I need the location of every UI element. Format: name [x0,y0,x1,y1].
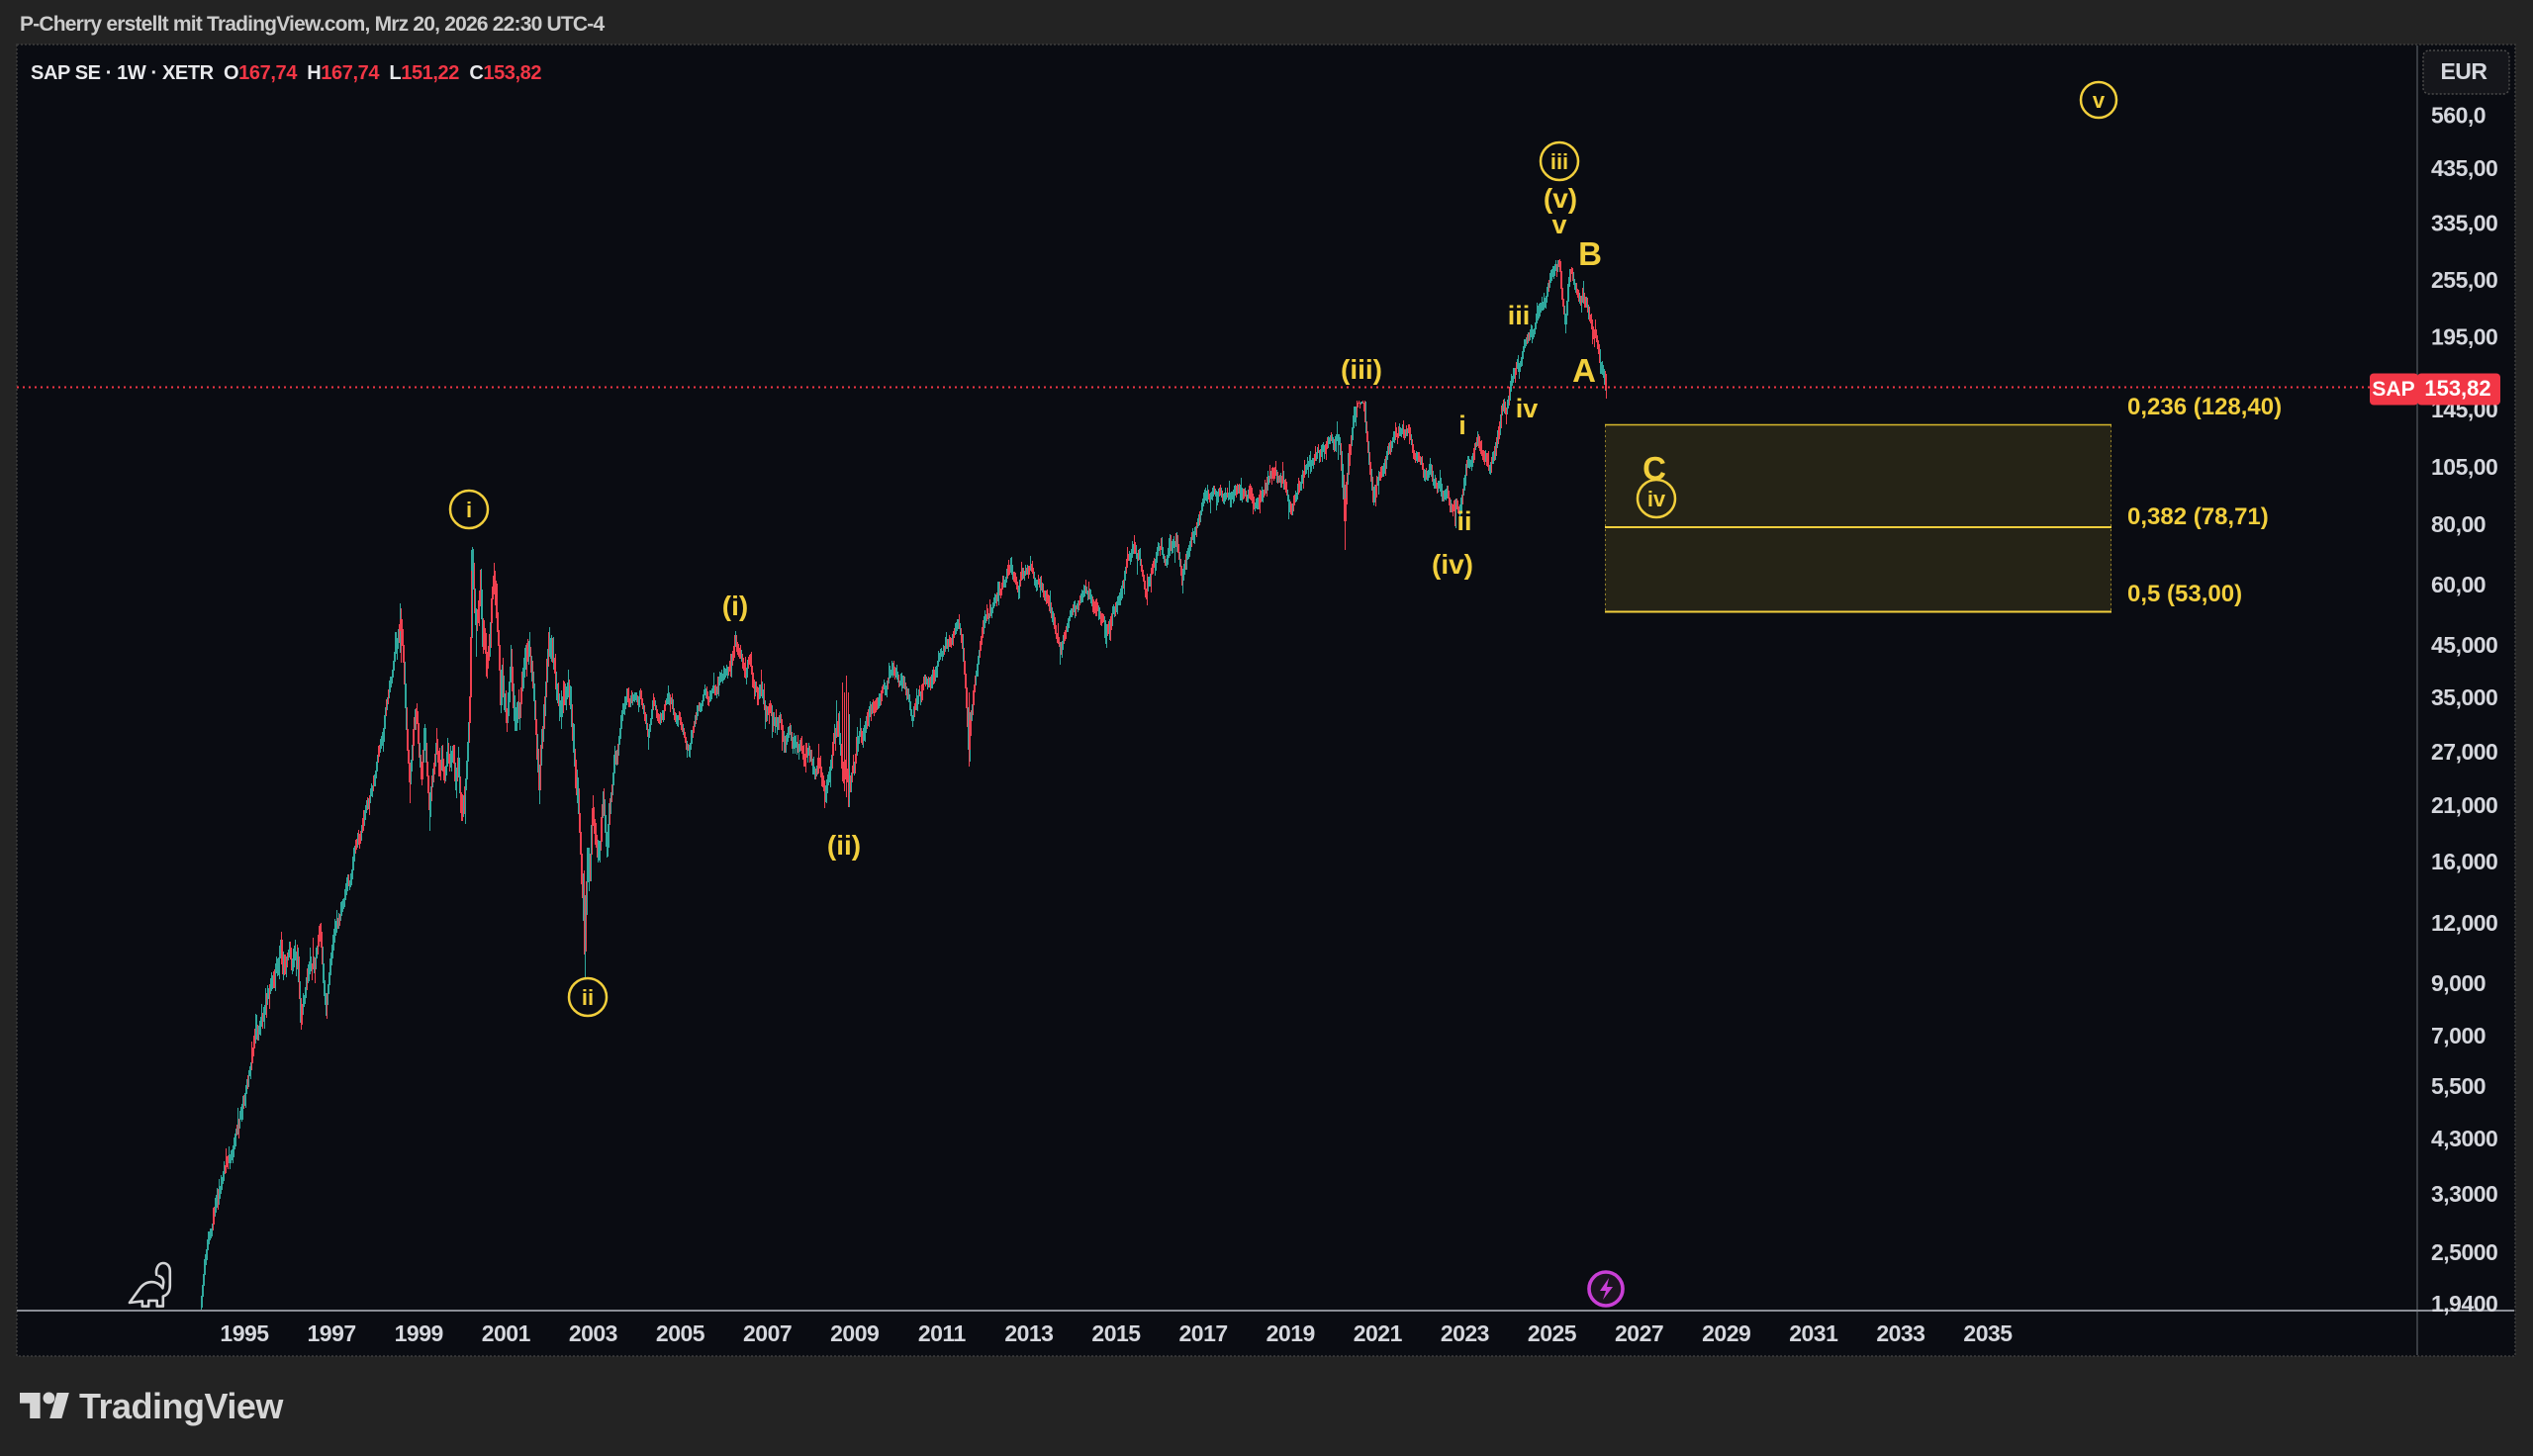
svg-text:105,00: 105,00 [2431,454,2497,480]
svg-text:2001: 2001 [482,1320,531,1346]
svg-text:2019: 2019 [1266,1320,1315,1346]
svg-text:iii: iii [1550,149,1568,174]
svg-text:SAP SE · 1W · XETR O167,74 H: SAP SE · 1W · XETR O167,74 H167,74 L151,… [31,62,541,84]
svg-text:2009: 2009 [830,1320,879,1346]
svg-text:255,00: 255,00 [2431,267,2497,293]
svg-text:1999: 1999 [395,1320,443,1346]
svg-text:335,00: 335,00 [2431,211,2497,236]
svg-text:TradingView: TradingView [79,1386,284,1426]
svg-text:(ii): (ii) [827,830,861,861]
svg-text:v: v [2093,88,2106,113]
svg-text:iii: iii [1508,301,1531,330]
svg-text:EUR: EUR [2440,58,2487,84]
svg-text:560,0: 560,0 [2431,103,2486,129]
svg-text:7,000: 7,000 [2431,1023,2486,1048]
svg-text:i: i [1458,410,1466,440]
svg-text:2025: 2025 [1528,1320,1577,1346]
svg-text:2003: 2003 [569,1320,617,1346]
svg-text:2031: 2031 [1789,1320,1838,1346]
svg-text:2021: 2021 [1354,1320,1403,1346]
svg-text:2023: 2023 [1441,1320,1489,1346]
svg-text:A: A [1572,352,1596,389]
svg-text:153,82: 153,82 [2424,376,2490,401]
svg-text:2033: 2033 [1876,1320,1924,1346]
svg-text:2013: 2013 [1004,1320,1053,1346]
svg-text:v: v [1551,210,1566,239]
svg-text:1995: 1995 [220,1320,269,1346]
svg-text:iv: iv [1647,487,1666,511]
svg-text:9,000: 9,000 [2431,970,2486,996]
svg-text:45,000: 45,000 [2431,632,2497,658]
svg-text:2027: 2027 [1615,1320,1663,1346]
svg-text:12,000: 12,000 [2431,910,2497,936]
svg-text:(i): (i) [722,591,748,621]
svg-text:2035: 2035 [1963,1320,2013,1346]
svg-text:ii: ii [1456,506,1471,536]
svg-text:60,00: 60,00 [2431,572,2486,597]
svg-text:35,000: 35,000 [2431,684,2497,710]
svg-text:80,00: 80,00 [2431,511,2486,537]
svg-text:2007: 2007 [743,1320,792,1346]
svg-text:4,3000: 4,3000 [2431,1126,2497,1151]
svg-text:5,500: 5,500 [2431,1073,2486,1099]
svg-text:ii: ii [582,985,594,1010]
svg-text:1997: 1997 [308,1320,356,1346]
svg-text:27,000: 27,000 [2431,739,2497,765]
svg-text:2017: 2017 [1179,1320,1228,1346]
svg-text:(iv): (iv) [1432,549,1473,580]
svg-text:435,00: 435,00 [2431,155,2497,181]
svg-text:2029: 2029 [1702,1320,1750,1346]
svg-text:C: C [1642,450,1666,487]
svg-text:0,236 (128,40): 0,236 (128,40) [2127,394,2282,420]
svg-text:2005: 2005 [656,1320,705,1346]
svg-text:1,9400: 1,9400 [2431,1291,2497,1317]
svg-text:16,000: 16,000 [2431,849,2497,874]
svg-text:P-Cherry erstellt mit TradingV: P-Cherry erstellt mit TradingView.com, M… [20,13,605,36]
svg-text:2011: 2011 [918,1320,967,1346]
svg-text:2015: 2015 [1091,1320,1141,1346]
svg-text:iv: iv [1516,394,1539,423]
svg-text:0,382 (78,71): 0,382 (78,71) [2127,503,2269,530]
svg-text:195,00: 195,00 [2431,324,2497,350]
svg-text:0,5 (53,00): 0,5 (53,00) [2127,581,2242,607]
svg-text:(iii): (iii) [1341,354,1382,385]
svg-text:i: i [466,498,472,522]
svg-text:21,000: 21,000 [2431,792,2497,818]
svg-text:3,3000: 3,3000 [2431,1181,2497,1207]
svg-text:SAP: SAP [2372,378,2414,401]
svg-text:B: B [1578,235,1602,272]
svg-text:2,5000: 2,5000 [2431,1239,2497,1265]
svg-text:(v): (v) [1544,183,1577,214]
